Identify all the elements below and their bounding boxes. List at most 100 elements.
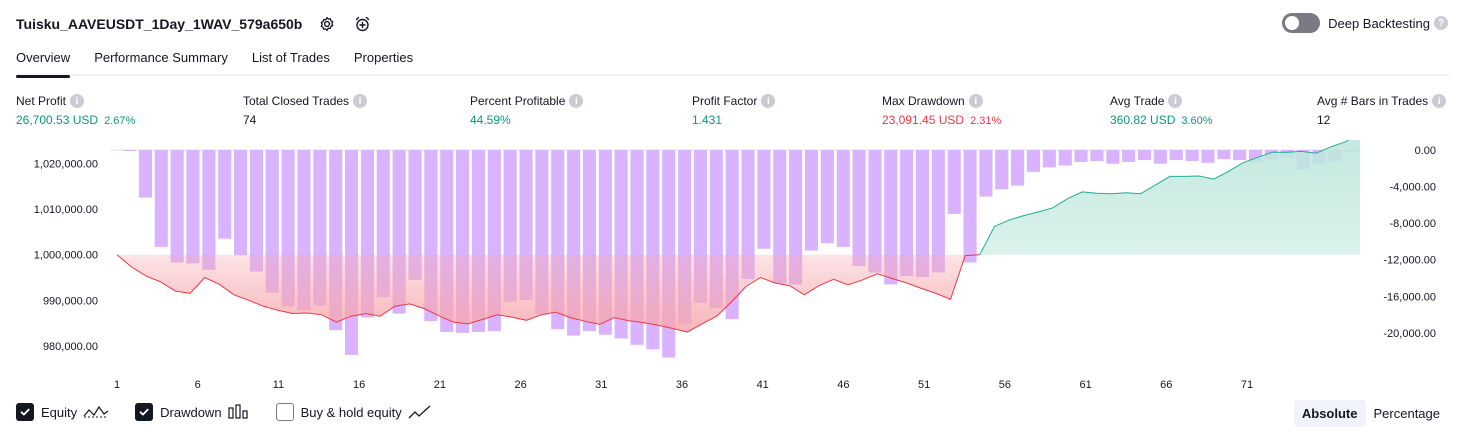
drawdown-bar [915,150,929,278]
right-axis-tick: -16,000.00 [1383,291,1436,303]
x-axis-tick: 11 [273,379,284,390]
drawdown-bar [931,150,945,273]
x-axis-tick: 36 [676,379,688,390]
profit-area [979,140,1360,255]
metric-label: Max Drawdown [882,94,965,108]
chart-legend: Equity Drawdown Buy & hold equity [16,403,458,421]
info-icon[interactable]: i [1432,94,1447,108]
info-icon[interactable]: i [761,94,776,108]
drawdown-bar [1201,150,1215,163]
deep-backtesting-label: Deep Backtesting [1328,15,1430,31]
metric-value: 74 [243,113,257,127]
right-axis-tick: 0.00 [1415,145,1436,157]
metric-max-drawdown: Max Drawdown i 23,091.45 USD 2.31% [882,94,1001,127]
drawdown-bar [757,150,771,249]
drawdown-bar [1106,150,1120,164]
x-axis-tick: 26 [514,379,526,390]
drawdown-bar [1074,150,1088,162]
deep-backtesting-toggle[interactable] [1282,13,1321,33]
metric-percent: 2.67% [104,115,136,127]
drawdown-bar [154,150,168,247]
metric-label: Profit Factor [692,94,758,108]
drawdown-bar [947,150,961,214]
tab-list-of-trades[interactable]: List of Trades [251,50,330,65]
drawdown-bar [868,150,882,273]
metric-label: Percent Profitable [470,94,566,108]
drawdown-bar [1153,150,1167,164]
equity-checkbox[interactable] [16,403,34,421]
drawdown-bar [979,150,993,197]
equity-area [116,140,1360,333]
metric-percent: 2.31% [970,115,1002,127]
metric-value: 1.431 [692,113,723,127]
drawdown-bar [249,150,263,272]
metric-percent-profitable: Percent Profitable i 44.59% [470,94,584,127]
drawdown-bar [1185,150,1199,161]
drawdown-bar [1233,150,1247,161]
drawdown-bar [852,150,866,267]
drawdown-bar [170,150,184,263]
drawdown-bars-icon [227,404,250,420]
drawdown-bar [741,150,755,279]
x-axis-tick: 21 [434,379,446,390]
drawdown-checkbox[interactable] [135,403,154,421]
metric-value: 12 [1317,113,1331,127]
info-icon[interactable]: i [70,94,85,108]
absolute-button[interactable]: Absolute [1293,400,1366,427]
equity-line-loss [116,254,980,333]
x-axis-tick: 1 [114,379,120,390]
legend-label: Buy & hold equity [300,404,402,420]
tab-overview[interactable]: Overview [16,46,71,78]
metric-label: Avg Trade [1110,94,1165,108]
metric-avg-bars-in-trades: Avg # Bars in Trades i 12 [1317,94,1447,127]
metric-label: Total Closed Trades [243,94,350,108]
info-icon[interactable]: i [1168,94,1183,108]
buy-hold-checkbox[interactable] [275,403,294,421]
legend-equity[interactable]: Equity [16,403,109,421]
tab-properties[interactable]: Properties [353,50,414,65]
x-axis-tick: 61 [1079,379,1091,390]
left-axis: 1,020,000.00 1,010,000.00 1,000,000.00 990,… [34,159,98,353]
metric-value: 23,091.45 USD [882,113,965,127]
deep-backtesting: Deep Backtesting ? [1282,13,1448,33]
equity-drawdown-chart[interactable]: 1,020,000.00 1,010,000.00 1,000,000.00 990,… [0,140,1466,390]
drawdown-bar [1027,150,1041,172]
metric-value: 26,700.53 USD [16,113,99,127]
alarm-clock-plus-icon[interactable] [352,13,374,35]
x-axis: 1 6 11 16 21 26 31 36 41 46 51 56 61 66 71 [114,379,1253,390]
drawdown-bar [218,150,232,239]
drawdown-bar [234,150,248,256]
percentage-button[interactable]: Percentage [1373,406,1441,421]
metric-total-closed-trades: Total Closed Trades i 74 [243,94,368,127]
strategy-header: Tuisku_AAVEUSDT_1Day_1WAV_579a650b [16,12,374,36]
legend-label: Drawdown [160,404,222,420]
drawdown-bar [963,150,977,263]
x-axis-tick: 71 [1241,379,1253,390]
x-axis-tick: 46 [837,379,849,390]
metric-value: 44.59% [470,113,511,127]
x-axis-tick: 66 [1160,379,1172,390]
equity-line-profit [979,140,1350,255]
toggle-knob [1285,16,1300,30]
drawdown-bar [408,150,422,280]
gear-icon[interactable] [316,13,338,35]
x-axis-tick: 51 [918,379,930,390]
legend-drawdown[interactable]: Drawdown [135,403,249,421]
tab-performance-summary[interactable]: Performance Summary [94,50,228,65]
drawdown-bar [1122,150,1136,162]
legend-buy-hold[interactable]: Buy & hold equity [275,403,432,421]
drawdown-bar [1058,150,1072,166]
info-icon[interactable]: i [353,94,368,108]
x-axis-tick: 56 [999,379,1011,390]
right-axis-tick: -4,000.00 [1390,182,1436,194]
metric-label: Avg # Bars in Trades [1317,94,1429,108]
metric-percent: 3.60% [1181,115,1213,127]
help-icon[interactable]: ? [1434,16,1448,30]
right-axis-tick: -20,000.00 [1383,328,1436,340]
info-icon[interactable]: i [968,94,983,108]
legend-label: Equity [41,404,78,420]
drawdown-bar [345,150,359,355]
info-icon[interactable]: i [569,94,584,108]
drawdown-bar [1011,150,1025,186]
drawdown-bar [773,150,787,284]
